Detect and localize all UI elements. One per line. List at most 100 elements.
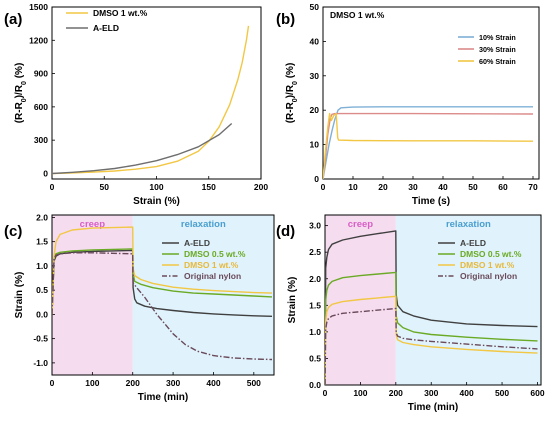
series-line-original-nylon xyxy=(325,307,538,385)
panel-label: (d) xyxy=(276,223,295,240)
panel-title: DMSO 1 wt.% xyxy=(330,10,385,20)
y-tick-label: 900 xyxy=(34,69,48,79)
y-axis-label: Strain (%) xyxy=(287,277,298,324)
x-tick-label: 200 xyxy=(254,182,268,192)
x-tick-label: 300 xyxy=(166,378,180,388)
y-tick-label: 3.0 xyxy=(309,221,321,231)
y-tick-label: 0 xyxy=(43,168,48,178)
plot-frame xyxy=(51,6,262,180)
series-line-dmso-0-5-wt- xyxy=(325,271,538,385)
series-line-original-nylon xyxy=(52,252,273,361)
x-tick-label: 100 xyxy=(149,182,163,192)
region-relaxation xyxy=(132,215,274,375)
panel-a: (a) 0 50 100 150 200 0 300 600 900 1200 1500 Strain … xyxy=(4,2,268,207)
series-line-dmso-1-wt- xyxy=(52,226,273,315)
y-tick-label: 2.0 xyxy=(309,274,321,284)
y-tick-label: 2.5 xyxy=(309,247,321,257)
region-creep xyxy=(52,215,133,375)
y-tick-label: 2.0 xyxy=(36,212,48,222)
series-line-dmso-1-wt- xyxy=(52,25,250,175)
legend-entry: A-ELD xyxy=(460,238,486,248)
legend: 10% Strain 30% Strain 60% Strain xyxy=(458,33,516,66)
y-tick-label: 1.5 xyxy=(309,300,321,310)
x-tick-label: 500 xyxy=(495,388,509,398)
x-tick-label: 400 xyxy=(460,388,474,398)
y-tick-label: 300 xyxy=(34,135,48,145)
x-tick-label: 0 xyxy=(50,378,55,388)
legend-entry: DMSO 1 wt.% xyxy=(184,260,239,270)
y-axis-label: (R-R0)/R0 (%) xyxy=(285,63,299,124)
x-tick-label: 10 xyxy=(348,182,358,192)
series-line-60-strain xyxy=(323,112,534,179)
region-label-relaxation: relaxation xyxy=(446,219,491,230)
x-tick-label: 600 xyxy=(530,388,544,398)
series-line-dmso-1-wt- xyxy=(325,295,538,385)
legend-entry: 30% Strain xyxy=(479,45,516,54)
panel-label: (a) xyxy=(4,11,22,28)
region-label-creep: creep xyxy=(348,219,374,230)
y-tick-label: 1.0 xyxy=(309,327,321,337)
region-label-creep: creep xyxy=(80,219,106,230)
series-line-10-strain xyxy=(323,106,533,179)
y-tick-label: 1.5 xyxy=(36,237,48,247)
x-tick-label: 50 xyxy=(468,182,478,192)
y-tick-label: 0.5 xyxy=(309,353,321,363)
x-axis-label: Time (s) xyxy=(412,196,450,207)
x-tick-label: 300 xyxy=(424,388,438,398)
y-tick-label: 0.5 xyxy=(36,285,48,295)
y-tick-label: 0.0 xyxy=(36,309,48,319)
region-label-relaxation: relaxation xyxy=(181,219,226,230)
x-tick-label: 500 xyxy=(247,378,261,388)
y-tick-label: 40 xyxy=(310,36,320,46)
y-tick-label: 0.0 xyxy=(309,380,321,390)
y-tick-label: -1.0 xyxy=(33,358,48,368)
y-tick-label: 10 xyxy=(310,140,320,150)
x-tick-label: 0 xyxy=(323,388,328,398)
x-tick-label: 20 xyxy=(378,182,388,192)
x-tick-label: 40 xyxy=(438,182,448,192)
x-axis-label: Time (min) xyxy=(408,402,458,413)
y-tick-label: 1200 xyxy=(29,35,48,45)
legend-entry: 60% Strain xyxy=(479,57,516,66)
x-tick-label: 100 xyxy=(353,388,367,398)
y-axis-label: Strain (%) xyxy=(14,272,25,319)
x-tick-label: 0 xyxy=(50,182,55,192)
series-line-a-eld xyxy=(325,230,538,385)
x-tick-label: 200 xyxy=(126,378,140,388)
y-axis-label: (R-R0)/R0 (%) xyxy=(14,63,28,124)
plot-frame xyxy=(322,6,540,180)
legend-entry: Original nylon xyxy=(184,271,241,281)
x-tick-label: 400 xyxy=(206,378,220,388)
y-tick-label: 50 xyxy=(310,2,320,12)
y-tick-label: 30 xyxy=(310,71,320,81)
y-tick-label: 600 xyxy=(34,102,48,112)
panel-label: (b) xyxy=(276,11,295,28)
x-tick-label: 150 xyxy=(202,182,216,192)
x-tick-label: 60 xyxy=(498,182,508,192)
y-tick-label: 1.0 xyxy=(36,261,48,271)
panel-b: (b) 0 10 20 30 40 50 60 70 0 10 20 30 40 50 Time (s) (R-… xyxy=(276,2,540,207)
region-relaxation xyxy=(395,215,541,385)
legend-entry: Original nylon xyxy=(460,271,517,281)
x-tick-label: 70 xyxy=(528,182,538,192)
series-line-a-eld xyxy=(52,249,273,317)
y-tick-label: -0.5 xyxy=(33,334,48,344)
x-axis-label: Strain (%) xyxy=(133,196,180,207)
x-tick-label: 50 xyxy=(100,182,110,192)
series-line-a-eld xyxy=(52,122,233,175)
legend-entry: DMSO 1 wt.% xyxy=(93,8,148,18)
x-tick-label: 0 xyxy=(321,182,326,192)
series-line-dmso-0-5-wt- xyxy=(52,248,273,315)
legend-entry: DMSO 1 wt.% xyxy=(460,260,515,270)
legend-entry: DMSO 0.5 wt.% xyxy=(184,249,246,259)
legend-entry: DMSO 0.5 wt.% xyxy=(460,249,522,259)
legend-entry: A-ELD xyxy=(184,238,210,248)
legend-entry: A-ELD xyxy=(93,23,119,33)
legend-entry: 10% Strain xyxy=(479,33,516,42)
x-axis-label: Time (min) xyxy=(138,392,188,403)
legend: DMSO 1 wt.% A-ELD xyxy=(66,8,148,33)
y-tick-label: 0 xyxy=(314,174,319,184)
